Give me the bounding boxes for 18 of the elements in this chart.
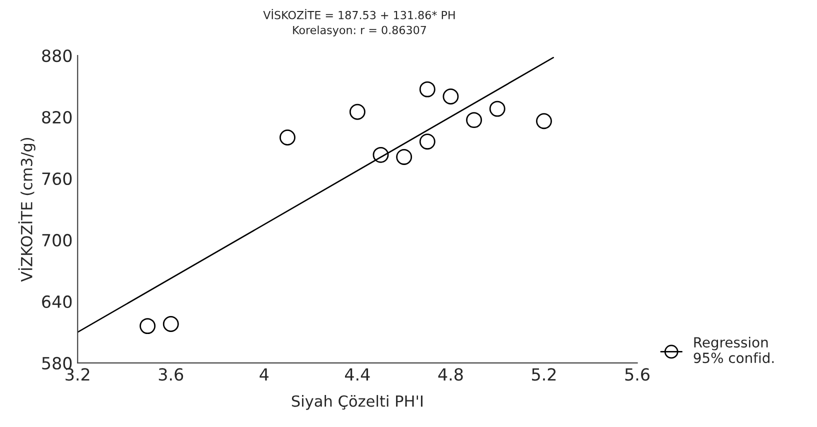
legend-label: Regression 95% confid.: [694, 336, 774, 364]
y-tick-label: 640: [42, 295, 72, 308]
x-tick-label: 5.2: [532, 368, 556, 381]
x-tick-label: 3.2: [66, 368, 90, 381]
chart-title: VİSKOZİTE = 187.53 + 131.86* PH: [263, 8, 455, 20]
y-tick-label: 580: [42, 356, 72, 370]
y-tick-label: 880: [42, 49, 72, 62]
y-tick-label: 820: [42, 110, 72, 124]
y-axis-title: VİZKOZİTE (cm3/g): [18, 138, 36, 282]
x-axis-title: Siyah Çözelti PH'I: [292, 395, 422, 410]
x-tick-label: 3.6: [158, 368, 184, 381]
x-tick-label: 4: [260, 368, 269, 380]
y-tick-label: 700: [42, 234, 72, 247]
x-tick-label: 4.8: [438, 368, 463, 381]
y-tick-label: 760: [42, 172, 72, 186]
chart-subtitle: Korelasyon: r = 0.86307: [293, 26, 426, 36]
x-tick-label: 5.6: [625, 368, 650, 381]
x-tick-label: 4.4: [345, 368, 370, 380]
